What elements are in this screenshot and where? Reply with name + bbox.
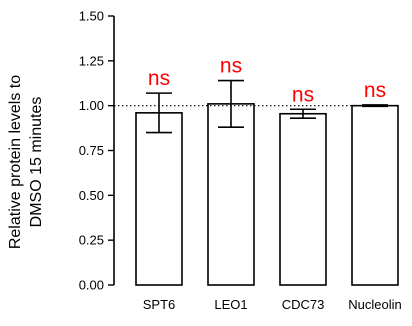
y-tick-label: 0.50	[79, 188, 104, 203]
y-tick-label: 1.00	[79, 98, 104, 113]
bar	[351, 104, 399, 286]
y-tick-label: 0.25	[79, 233, 104, 248]
bar	[279, 112, 327, 286]
significance-label: ns	[148, 67, 170, 90]
x-tick-label: Nucleolin	[348, 297, 401, 312]
y-tick-label: 1.25	[79, 53, 104, 68]
y-axis-label-line-1: Relative protein levels to	[7, 75, 24, 249]
y-tick-label: 0.00	[79, 278, 104, 293]
significance-label: ns	[364, 79, 386, 102]
y-axis-label: Relative protein levels to DMSO 15 minut…	[7, 75, 45, 249]
y-tick-label: 0.75	[79, 143, 104, 158]
x-tick-label: CDC73	[282, 297, 325, 312]
x-tick-label: SPT6	[143, 297, 176, 312]
y-tick-label: 1.50	[79, 9, 104, 24]
bar	[207, 103, 255, 286]
x-tick-label: LEO1	[214, 297, 247, 312]
bar	[135, 112, 183, 286]
y-axis-label-line-2: DMSO 15 minutes	[28, 97, 45, 228]
significance-label: ns	[292, 83, 314, 106]
significance-label: ns	[220, 55, 242, 78]
plot-area: 0.00 0.25 0.50 0.75 1.00 1.25 1.50 ns ns ns ns SPT6…	[79, 9, 402, 313]
